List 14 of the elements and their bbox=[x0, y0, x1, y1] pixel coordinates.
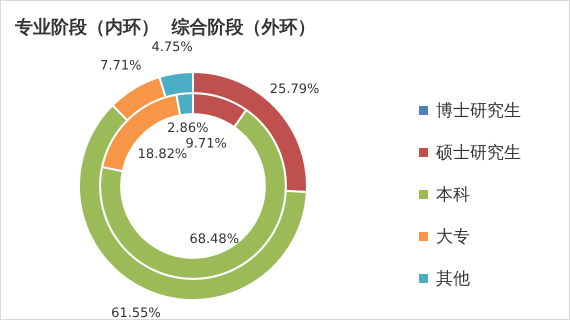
data-label: 9.71% bbox=[186, 136, 227, 152]
data-label: 18.82% bbox=[138, 146, 188, 162]
legend-label: 其他 bbox=[436, 268, 470, 290]
data-label: 25.79% bbox=[270, 82, 320, 98]
legend-label: 本科 bbox=[436, 184, 470, 206]
data-label: 2.86% bbox=[167, 120, 208, 136]
data-label: 61.55% bbox=[111, 306, 161, 320]
data-label: 68.48% bbox=[189, 232, 240, 248]
data-label: 4.75% bbox=[151, 40, 193, 55]
legend-label: 博士研究生 bbox=[436, 100, 521, 122]
legend-label: 大专 bbox=[436, 226, 470, 248]
data-label: 7.71% bbox=[100, 58, 142, 74]
chart-title: 专业阶段（内环） 综合阶段（外环） bbox=[15, 16, 316, 39]
legend-label: 硕士研究生 bbox=[436, 142, 521, 164]
